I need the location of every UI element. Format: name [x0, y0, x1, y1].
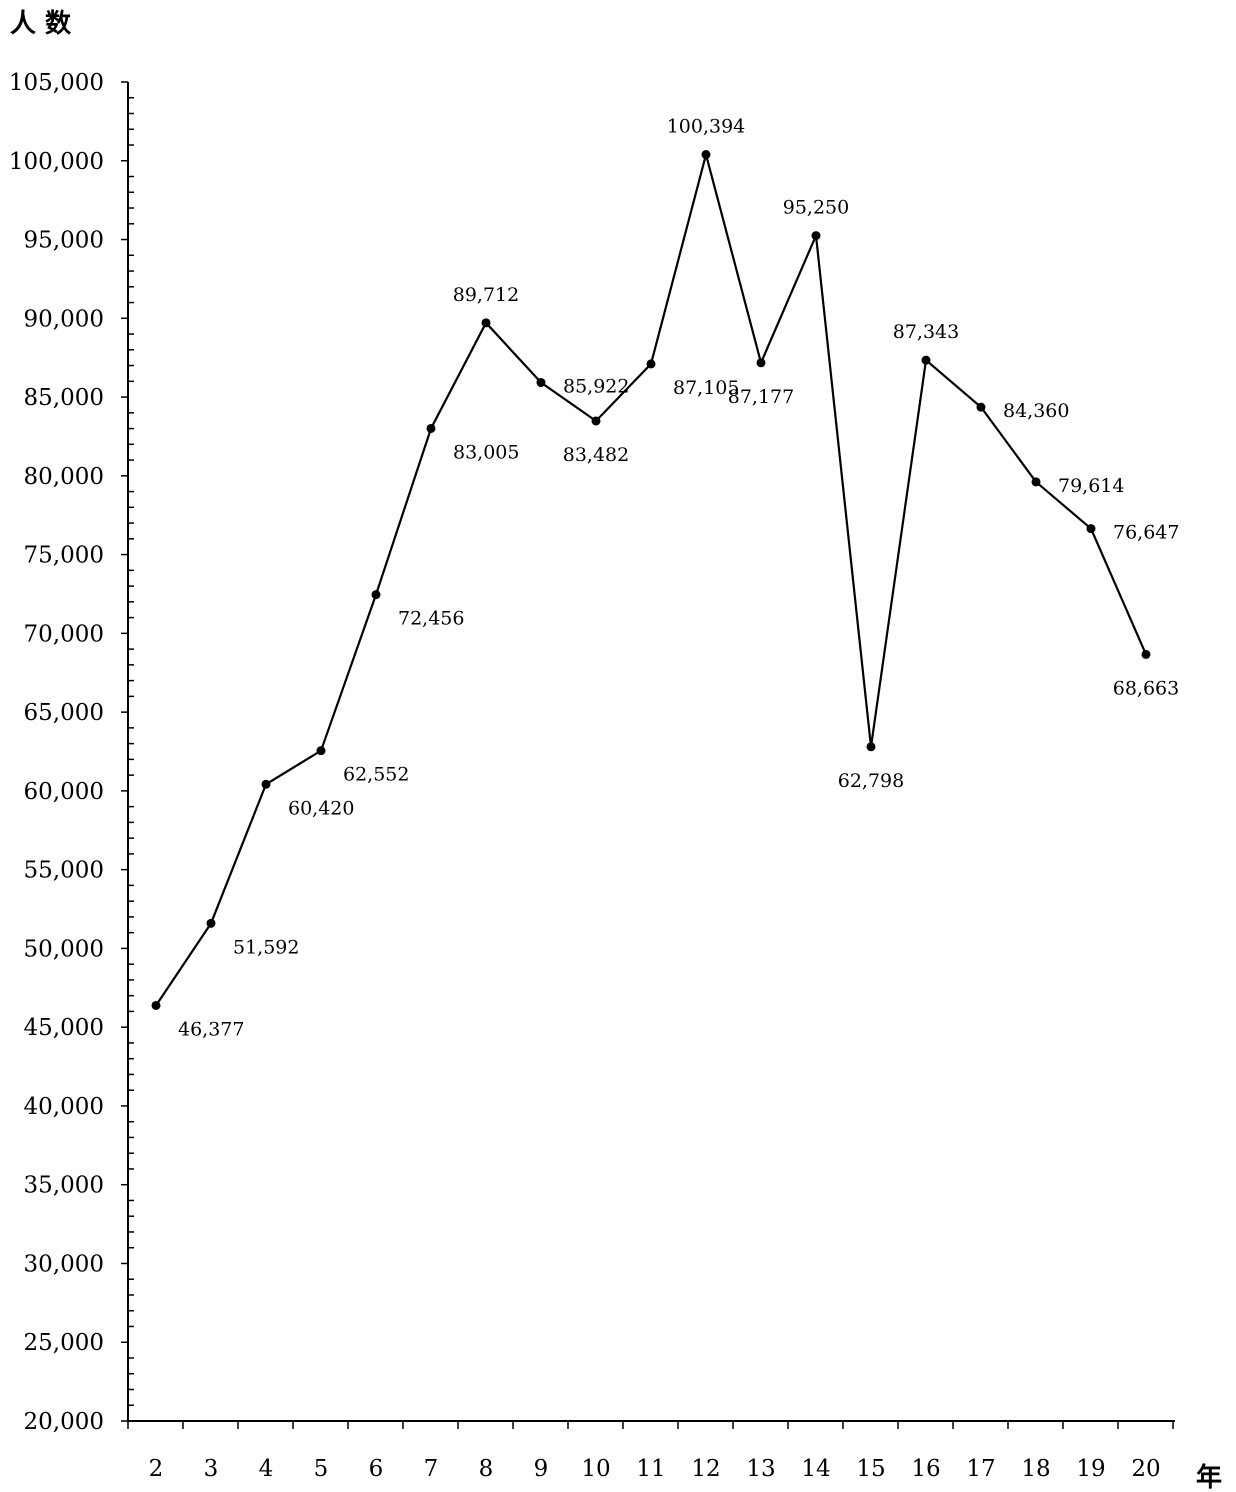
x-tick-label: 9: [534, 1456, 549, 1482]
data-label: 87,343: [893, 321, 959, 343]
x-tick-label: 8: [479, 1456, 494, 1482]
data-label: 83,482: [563, 444, 629, 466]
y-tick-label: 85,000: [24, 385, 104, 411]
data-point: [151, 1000, 161, 1010]
data-point: [316, 746, 326, 756]
y-tick-label: 95,000: [24, 228, 104, 254]
x-tick-label: 14: [801, 1456, 830, 1482]
x-tick-label: 19: [1076, 1456, 1105, 1482]
y-tick-label: 20,000: [24, 1409, 104, 1435]
data-point: [976, 402, 986, 412]
y-tick-label: 30,000: [24, 1251, 104, 1277]
series-line: [155, 150, 1148, 1007]
data-labels: 46,377 51,592 60,420 62,552 72,456 83,005 89,7…: [178, 116, 1179, 1041]
x-tick-label: 18: [1021, 1456, 1050, 1482]
x-tick-label: 12: [691, 1456, 720, 1482]
data-point: [1086, 524, 1096, 534]
data-points: [151, 150, 1151, 1010]
data-label: 76,647: [1113, 522, 1179, 544]
data-label: 60,420: [288, 797, 354, 819]
x-tick-label: 4: [259, 1456, 274, 1482]
data-point: [921, 355, 931, 365]
x-tick-label: 3: [204, 1456, 219, 1482]
data-label: 100,394: [667, 116, 746, 138]
x-tick-label: 5: [314, 1456, 329, 1482]
y-ticks: 20,000 25,000 30,000 35,000 40,000 45,000 50,0…: [9, 70, 134, 1435]
y-tick-label: 75,000: [24, 543, 104, 569]
data-label: 51,592: [233, 936, 299, 958]
axes: [127, 82, 1175, 1422]
x-tick-label: 16: [911, 1456, 940, 1482]
data-point: [591, 416, 601, 426]
data-label: 62,552: [343, 764, 409, 786]
data-point: [261, 779, 271, 789]
data-point: [536, 378, 546, 388]
y-tick-label: 90,000: [24, 306, 104, 332]
data-label: 85,922: [563, 376, 629, 398]
data-point: [426, 423, 436, 433]
data-label: 62,798: [838, 770, 904, 792]
data-label: 79,614: [1058, 475, 1124, 497]
series-polyline: [155, 150, 1148, 1007]
data-label: 72,456: [398, 608, 464, 630]
data-label: 84,360: [1003, 400, 1069, 422]
data-label: 87,105: [673, 377, 739, 399]
data-label: 89,712: [453, 284, 519, 306]
x-tick-label: 17: [966, 1456, 995, 1482]
y-tick-label: 35,000: [24, 1173, 104, 1199]
x-tick-label: 7: [424, 1456, 439, 1482]
y-tick-label: 100,000: [9, 149, 104, 175]
y-tick-label: 60,000: [24, 779, 104, 805]
data-label: 68,663: [1113, 677, 1179, 699]
x-tick-label: 6: [369, 1456, 384, 1482]
data-label: 46,377: [178, 1018, 244, 1040]
x-tick-label: 15: [856, 1456, 885, 1482]
y-tick-label: 65,000: [24, 700, 104, 726]
data-point: [646, 359, 656, 369]
data-label: 87,177: [728, 386, 794, 408]
data-point: [371, 590, 381, 600]
data-point: [756, 358, 766, 368]
data-point: [1141, 649, 1151, 659]
x-tick-label: 11: [636, 1456, 665, 1482]
y-tick-label: 45,000: [24, 1015, 104, 1041]
data-point: [866, 742, 876, 752]
y-tick-label: 105,000: [9, 70, 104, 96]
data-label: 83,005: [453, 441, 519, 463]
data-point: [701, 150, 711, 160]
y-tick-label: 55,000: [24, 858, 104, 884]
data-point: [481, 318, 491, 328]
x-tick-label: 13: [746, 1456, 775, 1482]
data-point: [811, 231, 821, 241]
x-ticks: 2 3 4 5 6 7 8 9 10 11 12 13 14 15 16 17 18 19 20: [127, 1421, 1174, 1482]
y-tick-label: 40,000: [24, 1094, 104, 1120]
data-point: [1031, 477, 1041, 487]
y-tick-label: 25,000: [24, 1330, 104, 1356]
y-tick-label: 80,000: [24, 464, 104, 490]
y-tick-label: 70,000: [24, 621, 104, 647]
x-tick-label: 2: [149, 1456, 164, 1482]
x-tick-label: 20: [1131, 1456, 1160, 1482]
x-axis-title: 年: [1196, 1462, 1222, 1492]
data-label: 95,250: [783, 197, 849, 219]
x-tick-label: 10: [581, 1456, 610, 1482]
data-point: [206, 918, 216, 928]
y-tick-label: 50,000: [24, 936, 104, 962]
y-axis-title: 人 数: [10, 9, 72, 39]
